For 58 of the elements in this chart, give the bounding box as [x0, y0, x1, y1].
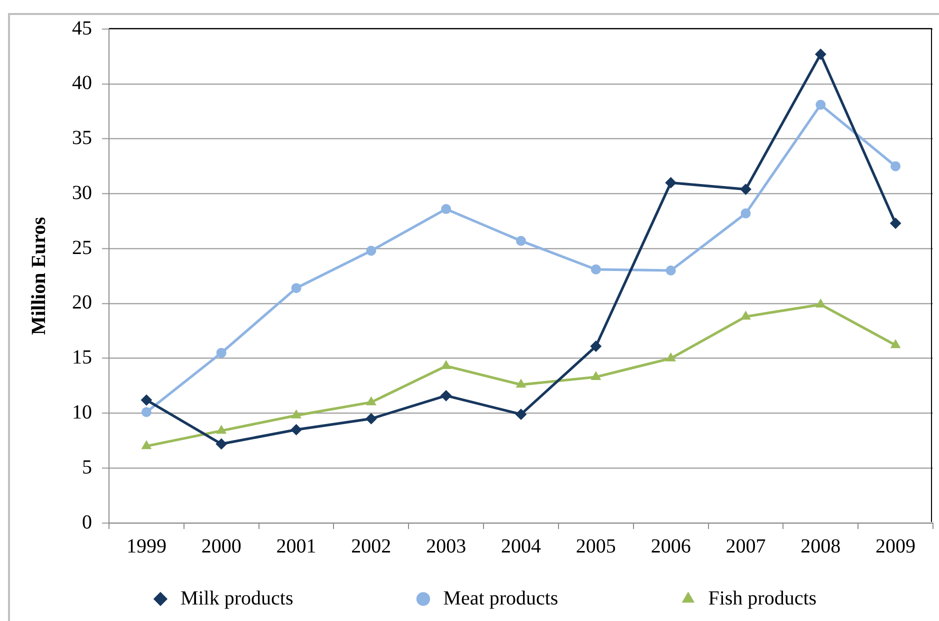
point	[666, 352, 676, 362]
point	[290, 424, 302, 436]
x-tick-label: 1999	[126, 535, 166, 558]
x-tick-label: 2000	[201, 535, 242, 558]
point	[366, 246, 376, 256]
y-tick-label: 0	[82, 511, 92, 534]
point	[142, 440, 152, 450]
y-tick-label: 20	[72, 292, 92, 314]
point	[816, 299, 826, 308]
point	[516, 236, 526, 246]
y-tick-label: 30	[72, 182, 92, 204]
point	[890, 340, 900, 348]
x-tick-label: 2004	[501, 535, 541, 558]
point	[140, 394, 152, 406]
y-tick-label: 45	[72, 17, 92, 40]
legend-label: Fish products	[708, 587, 817, 610]
y-tick-label: 5	[82, 456, 92, 478]
legend-label: Meat products	[443, 587, 558, 610]
point	[216, 348, 226, 358]
point	[441, 204, 452, 214]
point	[740, 208, 751, 218]
y-tick-label: 35	[72, 127, 92, 150]
x-tick-label: 2002	[351, 535, 392, 558]
x-tick-label: 2001	[276, 535, 316, 558]
x-tick-label: 2006	[650, 535, 691, 558]
y-tick-label: 10	[72, 401, 92, 424]
point	[890, 218, 902, 229]
point	[141, 407, 152, 418]
point	[740, 184, 752, 195]
point	[590, 264, 601, 274]
x-tick-label: 2007	[726, 535, 766, 558]
point	[516, 408, 526, 420]
point	[666, 266, 676, 276]
point	[366, 396, 376, 406]
point	[590, 340, 602, 352]
point	[216, 425, 226, 434]
point	[815, 48, 826, 60]
point	[441, 360, 451, 370]
point	[291, 283, 302, 294]
y-tick-label: 15	[72, 346, 92, 369]
point	[366, 413, 377, 424]
x-tick-label: 2008	[800, 535, 841, 558]
y-tick-label: 40	[72, 72, 92, 94]
point	[291, 410, 302, 418]
point	[591, 371, 601, 380]
point	[665, 177, 676, 188]
point	[740, 311, 751, 320]
x-tick-label: 2003	[426, 535, 466, 558]
y-axis-title: Million Euros	[28, 216, 50, 335]
point	[216, 438, 227, 450]
y-tick-label: 25	[72, 236, 92, 259]
point	[440, 390, 452, 402]
x-tick-label: 2009	[876, 535, 916, 558]
point	[816, 100, 826, 110]
legend-label: Milk products	[180, 587, 294, 610]
x-tick-label: 2005	[576, 535, 616, 558]
point	[890, 161, 901, 172]
point	[516, 379, 526, 388]
